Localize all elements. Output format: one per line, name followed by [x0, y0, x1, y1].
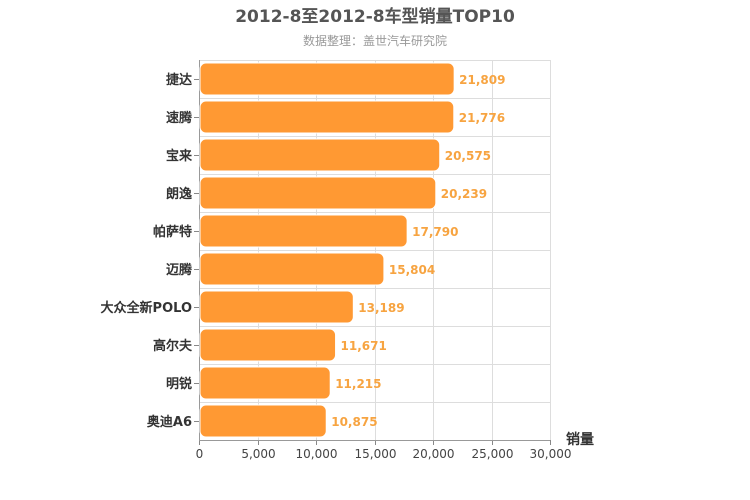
x-tick-label: 15,000 [355, 447, 397, 461]
bar [199, 252, 385, 286]
value-label: 10,875 [331, 415, 377, 429]
category-label: 奥迪A6 [147, 414, 192, 430]
bar-series [199, 62, 455, 438]
data-labels: 21,809 21,776 20,575 20,239 17,790 15,804 13,1… [331, 73, 505, 429]
bar [199, 100, 455, 134]
x-tick-label: 20,000 [413, 447, 455, 461]
category-label: 捷达 [166, 72, 192, 88]
value-label: 21,809 [459, 73, 505, 87]
bar [199, 366, 331, 400]
category-label: 朗逸 [166, 186, 192, 202]
bar [199, 328, 337, 362]
category-label: 高尔夫 [153, 338, 193, 354]
x-tick-label: 5,000 [241, 447, 275, 461]
chart-title: 2012-8至2012-8车型销量TOP10 [235, 6, 515, 27]
bar [199, 138, 441, 172]
bar [199, 62, 455, 96]
bar [199, 214, 408, 248]
x-tick-label: 10,000 [296, 447, 338, 461]
x-tick-label: 0 [196, 447, 204, 461]
value-label: 21,776 [459, 111, 505, 125]
category-label: 迈腾 [166, 262, 193, 278]
bar [199, 290, 354, 324]
x-axis-title: 销量 [566, 431, 594, 448]
category-label: 明锐 [166, 376, 192, 392]
value-label: 20,575 [445, 149, 491, 163]
category-label: 速腾 [166, 110, 193, 126]
value-label: 17,790 [412, 225, 458, 239]
x-tick-label: 30,000 [530, 447, 572, 461]
category-label: 帕萨特 [153, 224, 192, 240]
bar [199, 176, 437, 210]
value-label: 13,189 [358, 301, 404, 315]
category-label: 大众全新POLO [101, 300, 192, 316]
category-label: 宝来 [166, 148, 193, 164]
value-label: 11,671 [341, 339, 387, 353]
axes: 0 5,000 10,000 15,000 20,000 25,000 30,000 捷达速腾… [101, 60, 572, 461]
value-label: 11,215 [335, 377, 381, 391]
bar [199, 404, 327, 438]
value-label: 15,804 [389, 263, 435, 277]
x-tick-label: 25,000 [472, 447, 514, 461]
chart-subtitle: 数据整理：盖世汽车研究院 [303, 33, 447, 48]
value-label: 20,239 [441, 187, 487, 201]
